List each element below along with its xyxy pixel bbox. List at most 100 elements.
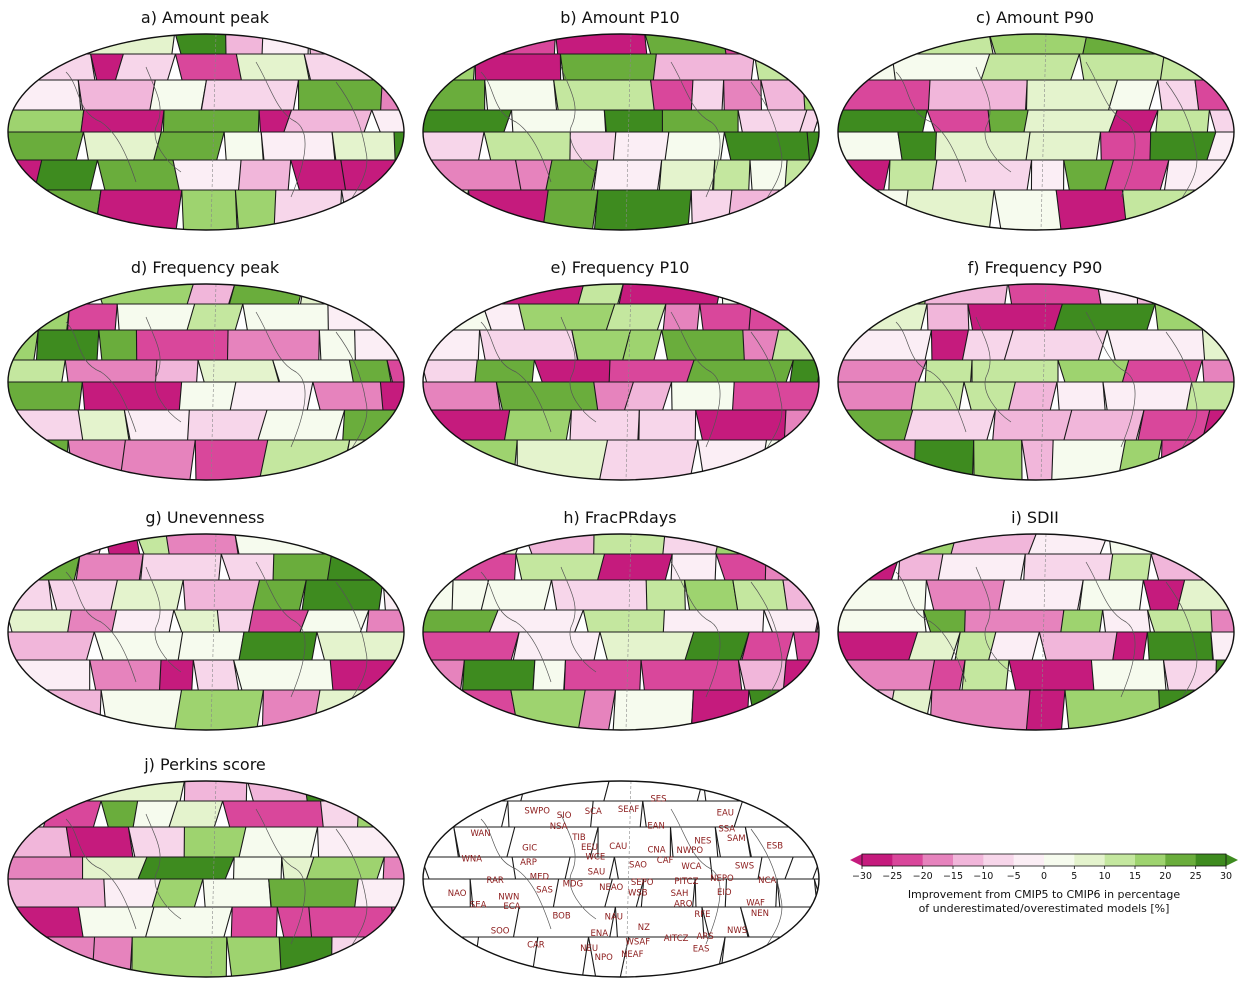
region-cell [1149,131,1217,161]
region-cell [67,439,132,480]
region-cell [838,34,915,55]
coastline [255,561,306,698]
region-cell [603,109,666,133]
region-cell [612,689,695,730]
region-cell [8,906,85,938]
region-cell [554,34,648,55]
region-cell [924,359,973,383]
region-cell [1163,34,1234,55]
colorbar-tick-label: −30 [852,871,872,882]
region-cell [358,781,404,802]
coastline [560,66,597,173]
region-cell [390,906,404,938]
region-cell [838,631,919,661]
region-label: SAM [727,834,746,844]
region-cell [731,381,819,411]
region-cell [271,359,358,383]
region-label: NES [694,837,711,847]
region-cell [8,439,69,480]
region-label: BOB [552,912,570,922]
region-cell [382,579,404,611]
region-cell [226,936,286,977]
colorbar-swatch [892,854,924,866]
region-cell [478,534,525,555]
region-cell [998,579,1084,611]
region-cell [804,439,819,480]
region-cell [838,609,927,633]
coastline [1085,561,1136,698]
region-label: NZ [638,923,650,933]
region-cell [1078,579,1144,611]
colorbar-swatch [1135,854,1166,866]
coastline [335,581,368,708]
region-cell [35,329,100,361]
region-cell [110,579,184,611]
region-cell [233,534,336,555]
region-cell [66,534,106,555]
colorbar-swatch [1044,854,1075,866]
region-cell [838,439,873,480]
region-label: EAS [693,945,710,955]
region-cell [297,79,383,111]
panel-title: e) Frequency P10 [550,258,690,277]
region-cell [423,781,486,802]
map [422,533,820,731]
region-cell [229,381,314,411]
region-cell [723,79,763,111]
region-cell [934,131,1031,161]
region-label: NWPO [677,846,704,856]
panel-title: f) Frequency P90 [967,258,1103,277]
region-cell [1064,689,1164,730]
region-label: NAU [605,912,623,922]
region-cell [232,659,340,691]
region-cell [89,659,168,691]
region-cell [532,659,567,691]
dateline [210,34,217,230]
coastline [895,321,967,433]
region-cell [838,553,901,581]
region-cell [813,906,819,938]
region-cell [744,826,819,858]
region-cell [33,159,99,191]
region-cell [1090,659,1167,691]
region-cell [897,131,942,161]
region-cell [530,936,590,977]
region-cell [784,159,819,191]
region-cell [838,534,873,555]
region-cell [8,159,43,191]
region-cell [973,439,1023,480]
region-cell [640,659,743,691]
colorbar-swatch [1104,854,1136,866]
region-label: EIO [717,888,732,898]
panel-title: i) SDII [1011,508,1059,527]
region-cell [38,534,79,555]
colorbar-swatch [862,854,893,866]
region-label: NEAO [599,883,623,893]
region-cell [533,359,619,383]
region-cell [992,409,1073,441]
region-cell [776,878,818,908]
region-cell [782,579,819,611]
region-cell [174,53,244,81]
coastline [670,808,721,945]
region-cell [1112,631,1149,661]
region-label: NSA [550,822,568,832]
map-panel: j) Perkins score [0,755,410,991]
region-cell [783,409,819,441]
coastline [335,331,368,458]
map-outline [837,283,1235,481]
region-label: NCA [758,876,776,886]
region-cell [1007,284,1102,305]
region-cell [1214,659,1234,691]
region-cell [1102,381,1197,411]
region-cell [719,936,809,977]
region-label: RAR [487,876,504,886]
region-cell [598,439,699,480]
region-cell [303,53,383,81]
region-label: SWPO [524,806,550,816]
region-cell [260,131,336,161]
region-cell [908,631,962,661]
colorbar-tick-label: −5 [1007,871,1021,882]
coastline [750,828,783,955]
region-cell [65,826,134,858]
